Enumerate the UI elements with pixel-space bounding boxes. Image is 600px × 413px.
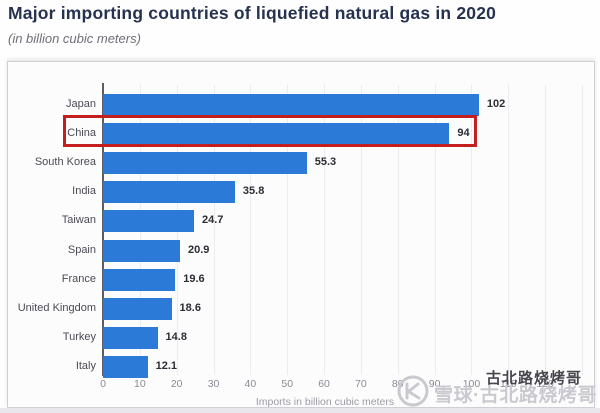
bar-row-italy: Italy 12.1 xyxy=(8,352,596,381)
x-tick-40: 40 xyxy=(244,378,257,390)
bottom-strip xyxy=(0,408,600,413)
x-tick-20: 20 xyxy=(170,378,183,390)
gridline xyxy=(287,85,289,375)
value-label-india: 35.8 xyxy=(242,185,265,198)
value-label-china: 94 xyxy=(457,127,470,140)
x-tick-90: 90 xyxy=(428,378,441,390)
category-label-united-kingdom: United Kingdom xyxy=(17,301,96,314)
gridline xyxy=(213,85,215,375)
x-tick-110: 110 xyxy=(499,378,517,390)
x-tick-50: 50 xyxy=(281,378,294,390)
gridline xyxy=(471,85,473,375)
gridline xyxy=(397,85,399,375)
x-tick-120: 120 xyxy=(536,378,554,390)
category-label-turkey: Turkey xyxy=(62,330,96,343)
x-tick-60: 60 xyxy=(318,378,330,390)
category-label-france: France xyxy=(61,272,96,285)
gridline xyxy=(324,85,326,375)
chart-card: Japan 102 China 94 South Korea 55.3 India 35.8 T… xyxy=(7,61,596,408)
value-label-south-korea: 55.3 xyxy=(314,156,337,169)
x-tick-10: 10 xyxy=(134,378,146,390)
bar-row-france: France 19.6 xyxy=(8,265,596,294)
value-label-japan: 102 xyxy=(486,98,506,110)
gridline xyxy=(508,85,510,375)
bar-row-taiwan: Taiwan 24.7 xyxy=(8,206,596,235)
category-label-taiwan: Taiwan xyxy=(61,214,96,227)
gridline xyxy=(250,85,252,375)
bar-turkey xyxy=(103,326,158,349)
category-label-south-korea: South Korea xyxy=(34,156,96,169)
bar-india xyxy=(103,181,235,204)
bar-japan xyxy=(103,94,479,116)
value-label-turkey: 14.8 xyxy=(165,330,187,343)
bar-france xyxy=(103,268,176,291)
bar-china xyxy=(103,123,450,146)
bar-row-south-korea: South Korea 55.3 xyxy=(8,148,596,177)
page-title: Major importing countries of liquefied n… xyxy=(8,3,497,23)
bar-row-spain: Spain 20.9 xyxy=(8,236,596,265)
page-subtitle: (in billion cubic meters) xyxy=(8,31,141,46)
category-label-india: India xyxy=(72,185,96,198)
x-tick-30: 30 xyxy=(207,378,220,390)
x-axis-label: Imports in billion cubic meters xyxy=(255,396,395,408)
gridline xyxy=(360,85,362,375)
bar-united-kingdom xyxy=(103,297,172,320)
bar-row-china: China 94 xyxy=(8,119,596,148)
value-label-italy: 12.1 xyxy=(155,359,177,372)
category-label-japan: Japan xyxy=(66,98,96,110)
bar-row-united-kingdom: United Kingdom 18.6 xyxy=(8,294,596,323)
x-tick-0: 0 xyxy=(100,378,106,390)
bar-italy xyxy=(103,355,148,378)
gridline xyxy=(545,85,547,375)
bar-row-india: India 35.8 xyxy=(8,177,596,206)
highlight-box-china xyxy=(63,115,477,147)
category-label-spain: Spain xyxy=(67,243,96,256)
bar-spain xyxy=(103,239,180,262)
bar-row-japan: Japan 102 xyxy=(8,90,596,119)
category-label-italy: Italy xyxy=(75,359,96,372)
x-tick-70: 70 xyxy=(355,378,367,390)
bar-taiwan xyxy=(103,210,194,233)
value-label-france: 19.6 xyxy=(183,272,205,285)
gridline xyxy=(582,85,583,375)
bar-south-korea xyxy=(103,152,307,175)
value-label-taiwan: 24.7 xyxy=(202,214,224,227)
x-tick-80: 80 xyxy=(391,378,404,390)
x-tick-100: 100 xyxy=(462,378,481,390)
bar-row-turkey: Turkey 14.8 xyxy=(8,323,596,352)
value-label-united-kingdom: 18.6 xyxy=(179,301,201,314)
gridline xyxy=(434,85,436,375)
category-label-china: China xyxy=(67,127,96,140)
value-label-spain: 20.9 xyxy=(188,243,210,256)
